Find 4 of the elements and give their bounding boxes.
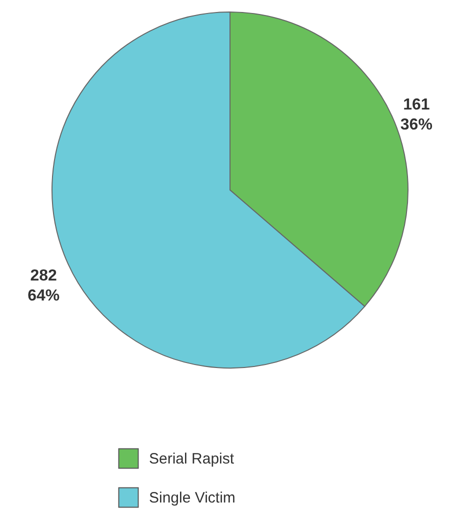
data-label: 161 36% (400, 96, 432, 134)
legend-label: Single Victim (149, 490, 236, 506)
data-label: 282 64% (28, 267, 60, 304)
legend-label: Serial Rapist (149, 450, 235, 468)
